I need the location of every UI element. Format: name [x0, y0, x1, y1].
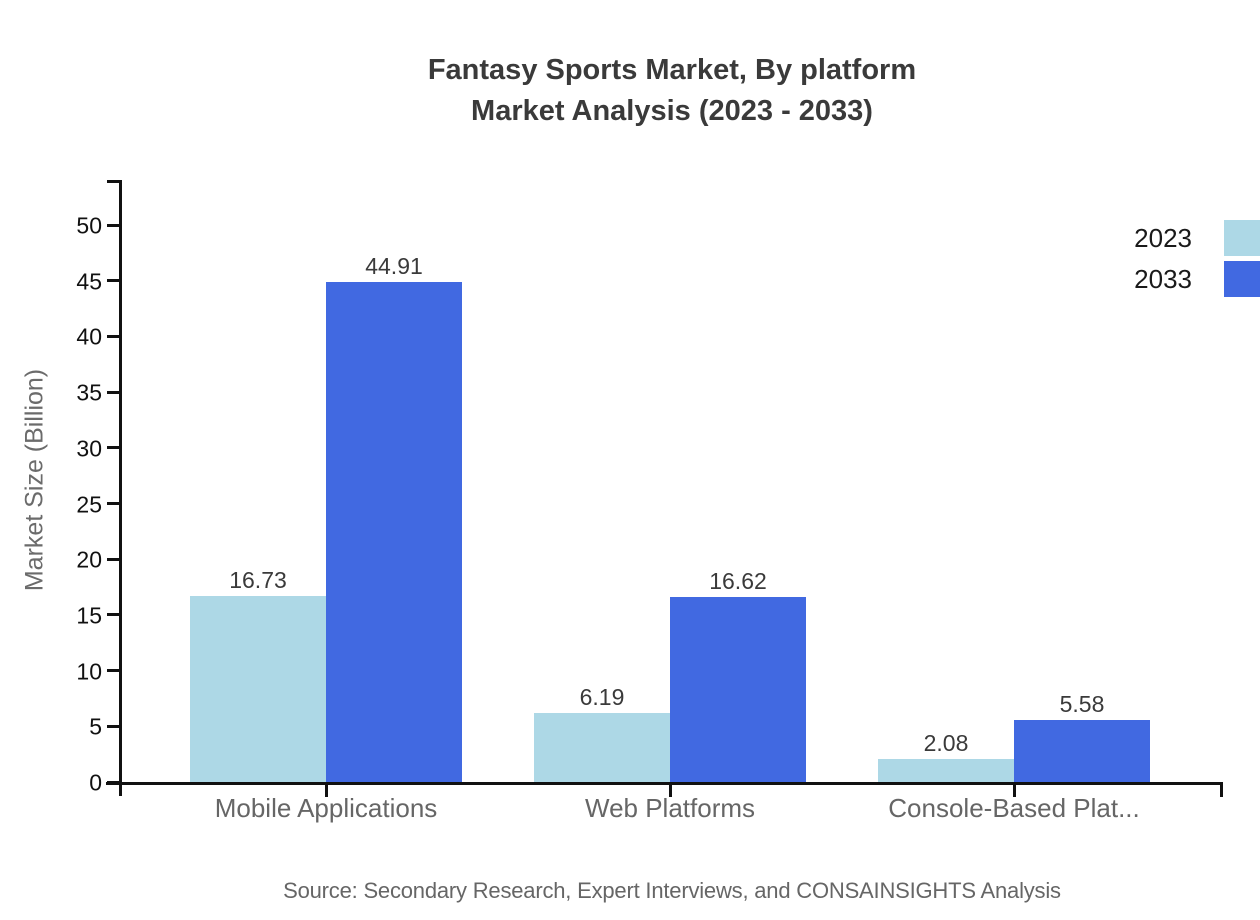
y-axis-end-tick — [107, 180, 119, 183]
y-axis-tick — [107, 613, 119, 617]
y-axis-tick — [107, 557, 119, 561]
y-axis-tick — [107, 279, 119, 283]
y-axis-tick-label: 35 — [76, 379, 102, 406]
bar-2033-1 — [326, 282, 462, 782]
bar-value-label: 16.73 — [229, 567, 287, 593]
bar-value-label: 44.91 — [365, 253, 423, 279]
y-axis-tick-label: 20 — [76, 546, 102, 573]
bar-value-label: 2.08 — [923, 730, 969, 756]
source-note: Source: Secondary Research, Expert Inter… — [283, 878, 1061, 903]
y-axis-tick-label: 0 — [89, 769, 102, 796]
y-axis-tick — [107, 502, 119, 505]
bar-2023-1 — [190, 596, 326, 782]
y-axis-tick-label: 45 — [76, 268, 102, 295]
legend-swatch-2023 — [1224, 220, 1260, 256]
y-axis-tick — [107, 724, 119, 728]
y-axis-tick-label: 40 — [76, 323, 102, 350]
x-axis-tick — [1012, 785, 1016, 797]
legend: 2023 2033 — [1134, 220, 1260, 297]
legend-item: 2023 — [1134, 220, 1260, 256]
y-axis-tick — [107, 446, 119, 450]
chart-title-line2: Market Analysis (2023 - 2033) — [471, 95, 873, 127]
bar-value-label: 16.62 — [709, 568, 767, 594]
legend-swatch-2033 — [1224, 261, 1260, 297]
y-axis-tick — [107, 334, 119, 338]
y-axis-tick-label: 5 — [89, 713, 102, 740]
chart-title: Fantasy Sports Market, By platform Marke… — [120, 50, 1224, 132]
y-axis-tick-label: 50 — [76, 212, 102, 239]
y-axis-tick — [107, 669, 119, 673]
bar-2023-2 — [534, 713, 670, 782]
legend-label: 2033 — [1134, 263, 1192, 294]
bar-value-label: 6.19 — [579, 684, 625, 710]
chart-title-line1: Fantasy Sports Market, By platform — [427, 54, 917, 86]
y-axis-tick-label: 10 — [76, 658, 102, 685]
x-axis-line — [106, 782, 1223, 785]
x-axis-category-label: Mobile Applications — [214, 793, 438, 823]
y-axis-tick-label: 15 — [76, 602, 102, 629]
x-axis-category-label: Web Platforms — [584, 793, 756, 823]
bar-2033-3 — [1014, 720, 1150, 782]
y-axis-tick — [107, 780, 119, 784]
y-axis-tick-label: 25 — [76, 491, 102, 517]
bar-2023-3 — [878, 759, 1014, 782]
y-axis-tick — [107, 390, 119, 394]
x-axis-tick — [324, 785, 328, 797]
y-axis-tick — [107, 223, 119, 227]
x-axis-tick — [668, 785, 672, 797]
legend-label: 2023 — [1134, 222, 1192, 253]
x-axis-end-tick — [1220, 785, 1223, 797]
bar-2033-2 — [670, 597, 806, 782]
bar-value-label: 5.58 — [1059, 691, 1105, 717]
y-axis-tick-label: 30 — [76, 435, 102, 462]
y-axis-line — [119, 180, 122, 796]
x-axis-category-label: Console-Based Plat... — [888, 793, 1140, 823]
legend-item: 2033 — [1134, 261, 1260, 297]
